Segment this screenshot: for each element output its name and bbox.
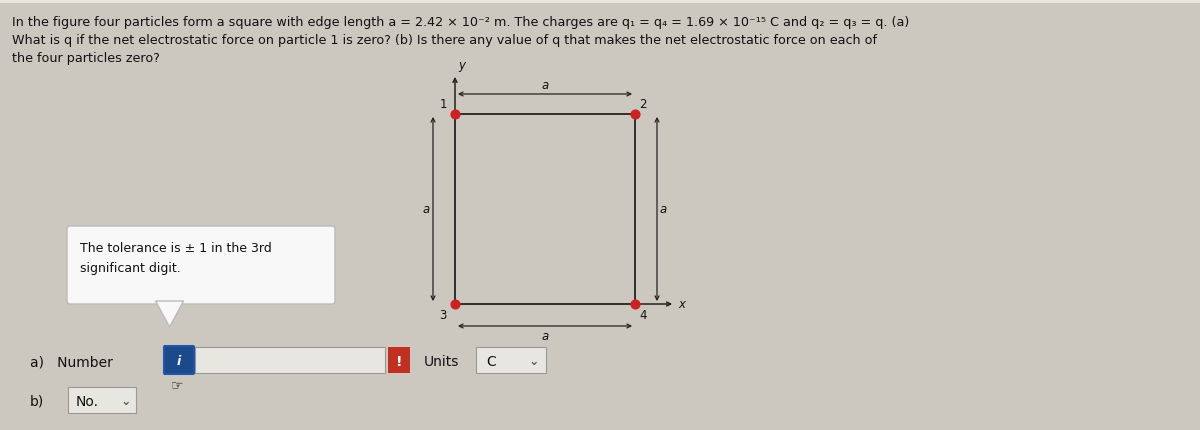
Point <box>445 111 464 118</box>
Text: No.: No. <box>76 394 98 408</box>
Text: 2: 2 <box>640 98 647 111</box>
Text: ⌄: ⌄ <box>121 395 131 408</box>
Point <box>445 301 464 308</box>
Text: a: a <box>660 203 667 216</box>
FancyBboxPatch shape <box>388 347 410 373</box>
Text: a: a <box>541 79 548 92</box>
Text: x: x <box>678 298 685 311</box>
Polygon shape <box>156 301 184 327</box>
Text: a: a <box>422 203 430 216</box>
Text: ☞: ☞ <box>170 377 184 391</box>
Text: i: i <box>176 355 181 368</box>
Text: C: C <box>486 354 496 368</box>
FancyBboxPatch shape <box>0 0 1200 4</box>
FancyBboxPatch shape <box>194 347 385 373</box>
Text: a)   Number: a) Number <box>30 355 113 369</box>
Point <box>625 301 644 308</box>
Text: the four particles zero?: the four particles zero? <box>12 52 160 65</box>
Text: 1: 1 <box>439 98 446 111</box>
FancyBboxPatch shape <box>68 387 136 413</box>
Text: !: ! <box>396 354 402 368</box>
Text: 3: 3 <box>439 308 446 321</box>
Text: What is q if the net electrostatic force on particle 1 is zero? (b) Is there any: What is q if the net electrostatic force… <box>12 34 877 47</box>
Point <box>625 111 644 118</box>
Text: 4: 4 <box>640 308 647 321</box>
FancyBboxPatch shape <box>476 347 546 373</box>
Text: a: a <box>541 329 548 342</box>
FancyBboxPatch shape <box>164 346 194 374</box>
Text: Units: Units <box>424 354 460 368</box>
Text: ⌄: ⌄ <box>529 355 539 368</box>
Text: The tolerance is ± 1 in the 3rd
significant digit.: The tolerance is ± 1 in the 3rd signific… <box>80 241 271 274</box>
Text: y: y <box>458 59 466 72</box>
Text: b): b) <box>30 394 44 408</box>
Text: In the figure four particles form a square with edge length a = 2.42 × 10⁻² m. T: In the figure four particles form a squa… <box>12 16 910 29</box>
FancyBboxPatch shape <box>67 227 335 304</box>
